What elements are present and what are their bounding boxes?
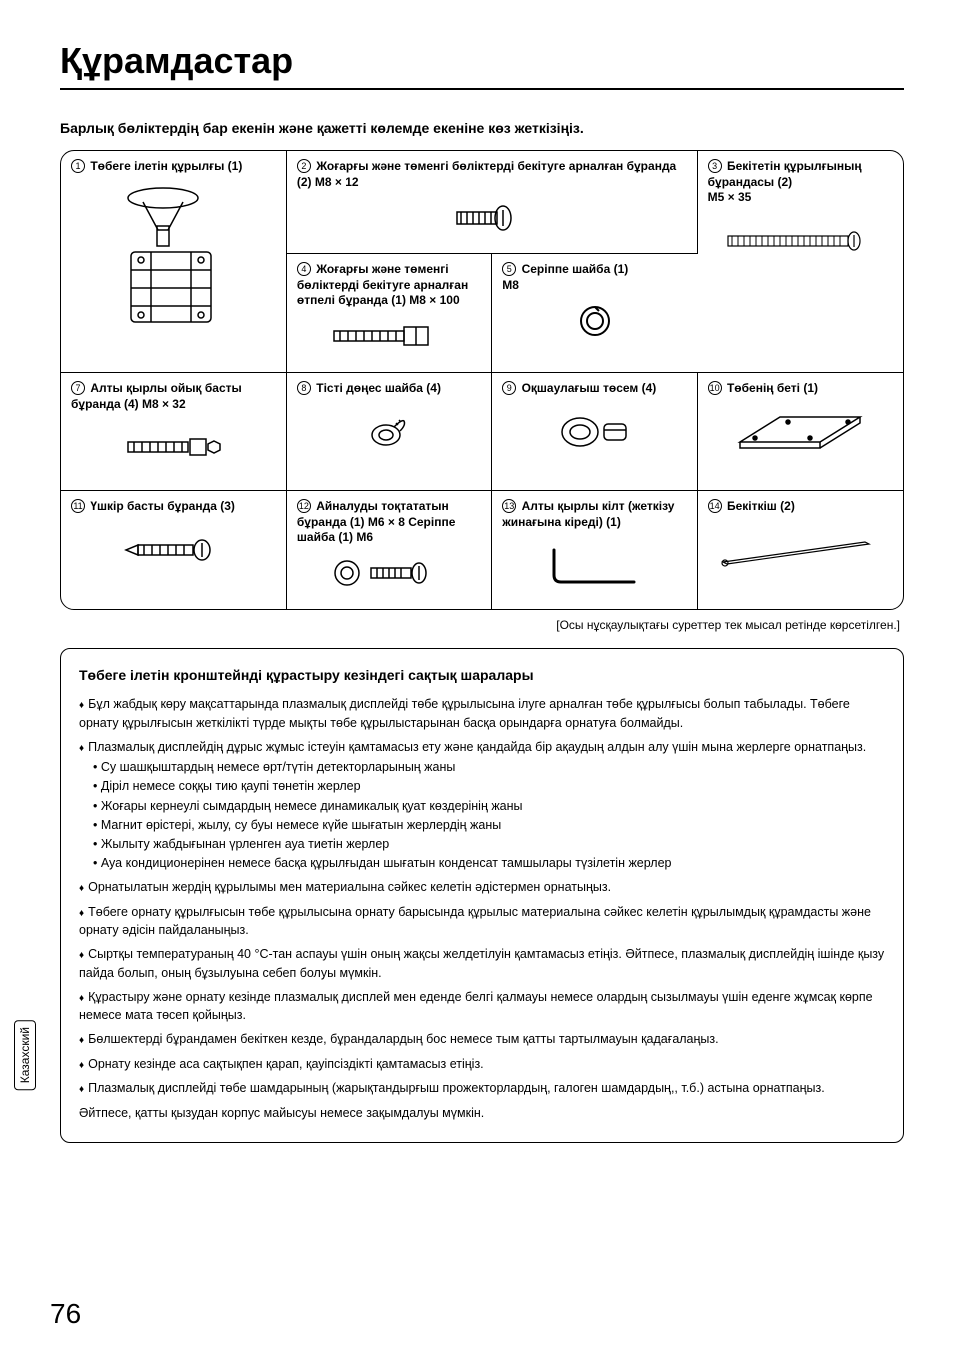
part-num: 10 xyxy=(708,381,722,395)
toothed-washer-icon xyxy=(297,397,481,467)
part-label: Оқшаулағыш төсем (4) xyxy=(522,381,657,395)
part-num: 7 xyxy=(71,381,85,395)
part-label: Бекіткіш (2) xyxy=(727,499,795,513)
bullet-diamond-icon: ♦ xyxy=(79,993,84,1004)
precaution-item: ♦Сыртқы температураның 40 °C-тан аспауы … xyxy=(79,945,885,982)
precaution-subitem: • Жылыту жабдығынан үрленген ауа тиетін … xyxy=(93,835,885,853)
part-num: 2 xyxy=(297,159,311,173)
bolt-short-icon xyxy=(297,190,687,245)
part-label: Үшкір басты бұранда (3) xyxy=(90,499,235,513)
precautions-box: Төбеге ілетін кронштейнді құрастыру кезі… xyxy=(60,648,904,1143)
bullet-diamond-icon: ♦ xyxy=(79,1035,84,1046)
rotation-stop-icon xyxy=(297,546,481,601)
part-label: Бекітетін құрылғының бұрандасы (2) xyxy=(708,159,862,189)
part-num: 14 xyxy=(708,499,722,513)
precaution-item: ♦ Орнату кезінде аса сақтықпен қарап, қау… xyxy=(79,1055,885,1074)
page-title: Құрамдастар xyxy=(60,40,904,82)
precaution-item: ♦ Бөлшектерді бұрандамен бекіткен кезде, … xyxy=(79,1030,885,1049)
part-num: 3 xyxy=(708,159,722,173)
part-label: Серіппе шайба (1) xyxy=(522,262,629,276)
precaution-subitem: • Ауа кондиционерінен немесе басқа құрыл… xyxy=(93,854,885,872)
part-label: Алты қырлы кілт (жеткізу жинағына кіреді… xyxy=(502,499,674,529)
precaution-text: Плазмалық дисплейді төбе шамдарының (жар… xyxy=(88,1081,825,1095)
part-label: Жоғарғы және төменгі бөліктерді бекітуге… xyxy=(297,159,676,189)
parts-table: 1 Төбеге ілетін құрылғы (1) xyxy=(60,150,904,610)
bullet-diamond-icon: ♦ xyxy=(79,743,84,754)
precaution-text: Бөлшектерді бұрандамен бекіткен кезде, б… xyxy=(88,1032,719,1046)
part-label: Төбеге ілетін құрылғы (1) xyxy=(90,159,242,173)
bullet-diamond-icon: ♦ xyxy=(79,883,84,894)
bullet-diamond-icon: ♦ xyxy=(79,950,84,961)
precaution-item: ♦Құрастыру және орнату кезінде плазмалық… xyxy=(79,988,885,1025)
precaution-item: ♦ Плазмалық дисплейдің дұрыс жұмыс істеуі… xyxy=(79,738,885,872)
precaution-subitem: • Магнит өрістері, жылу, су буы немесе к… xyxy=(93,816,885,834)
precaution-subitem: • Жоғары кернеулі сымдардың немесе динам… xyxy=(93,797,885,815)
ceiling-mount-icon xyxy=(71,175,276,345)
title-rule xyxy=(60,88,904,90)
precaution-item: ♦ Орнатылатын жердің құрылымы мен материа… xyxy=(79,878,885,897)
precaution-text: Әйтпесе, қатты қызудан корпус майысуы не… xyxy=(79,1106,484,1120)
ceiling-plate-icon xyxy=(708,397,893,467)
subtitle: Барлық бөліктердің бар екенін және қажет… xyxy=(60,120,904,136)
part-num: 12 xyxy=(297,499,311,513)
illustration-caption: [Осы нұсқаулықтағы суреттер тек мысал ре… xyxy=(60,618,900,632)
spring-washer-icon xyxy=(502,293,687,348)
bullet-diamond-icon: ♦ xyxy=(79,1060,84,1071)
precautions-title: Төбеге ілетін кронштейнді құрастыру кезі… xyxy=(79,665,885,685)
precaution-text: Құрастыру және орнату кезінде плазмалық … xyxy=(79,990,873,1023)
part-sublabel: M5 × 35 xyxy=(708,190,752,204)
precaution-text: Орнатылатын жердің құрылымы мен материал… xyxy=(88,880,611,894)
precaution-text: Орнату кезінде аса сақтықпен қарап, қауі… xyxy=(88,1057,484,1071)
pointed-screw-icon xyxy=(71,515,276,585)
screw-long-icon xyxy=(708,206,893,276)
part-sublabel: M8 xyxy=(502,278,519,292)
part-num: 5 xyxy=(502,262,516,276)
part-num: 4 xyxy=(297,262,311,276)
insulating-pad-icon xyxy=(502,397,686,467)
precaution-item: Әйтпесе, қатты қызудан корпус майысуы не… xyxy=(79,1104,885,1122)
bolt-long-icon xyxy=(297,309,481,364)
precaution-item: ♦Төбеге орнату құрылғысын төбе құрылысын… xyxy=(79,903,885,940)
part-label: Төбенің беті (1) xyxy=(727,381,818,395)
precaution-sublist: • Су шашқыштардың немесе өрт/түтін детек… xyxy=(93,758,885,872)
language-tab: Казахский xyxy=(14,1020,36,1090)
bullet-diamond-icon: ♦ xyxy=(79,908,84,919)
precaution-subitem: • Су шашқыштардың немесе өрт/түтін детек… xyxy=(93,758,885,776)
precaution-text: Төбеге орнату құрылғысын төбе құрылысына… xyxy=(79,905,871,938)
part-num: 1 xyxy=(71,159,85,173)
part-label: Айналуды тоқтататын бұранда (1) M6 × 8 С… xyxy=(297,499,456,544)
part-num: 9 xyxy=(502,381,516,395)
hex-key-icon xyxy=(502,530,686,600)
precaution-text: Плазмалық дисплейдің дұрыс жұмыс істеуін… xyxy=(88,740,866,754)
bullet-diamond-icon: ♦ xyxy=(79,700,84,711)
part-num: 11 xyxy=(71,499,85,513)
hex-socket-bolt-icon xyxy=(71,412,276,482)
part-label: Жоғарғы және төменгі бөліктерді бекітуге… xyxy=(297,262,468,307)
precaution-item: ♦Бұл жабдық көру мақсаттарында плазмалық… xyxy=(79,695,885,732)
precaution-text: Бұл жабдық көру мақсаттарында плазмалық … xyxy=(79,697,850,730)
part-label: Алты қырлы ойық басты бұранда (4) M8 × 3… xyxy=(71,381,242,411)
fastener-icon xyxy=(708,515,893,585)
precaution-subitem: • Діріл немесе соққы тию қаупі төнетін ж… xyxy=(93,777,885,795)
precaution-item: ♦ Плазмалық дисплейді төбе шамдарының (жа… xyxy=(79,1079,885,1098)
bullet-diamond-icon: ♦ xyxy=(79,1084,84,1095)
page-number: 76 xyxy=(50,1298,81,1330)
part-num: 8 xyxy=(297,381,311,395)
precaution-text: Сыртқы температураның 40 °C-тан аспауы ү… xyxy=(79,947,884,980)
part-label: Тісті дөңес шайба (4) xyxy=(316,381,441,395)
part-num: 13 xyxy=(502,499,516,513)
